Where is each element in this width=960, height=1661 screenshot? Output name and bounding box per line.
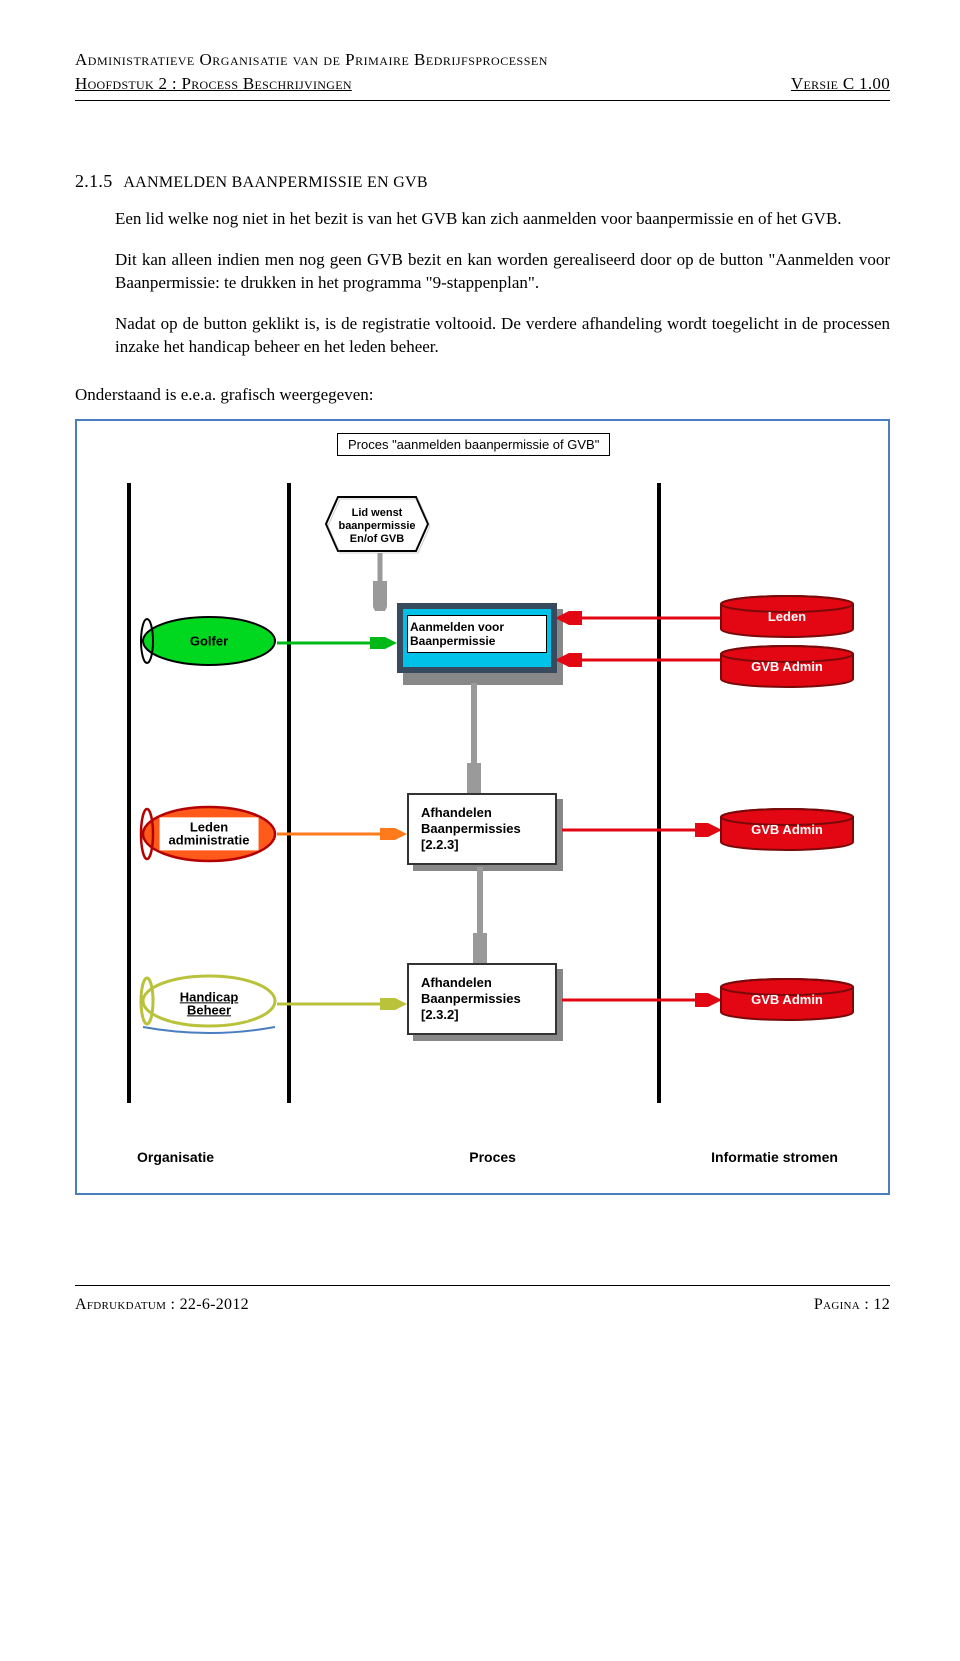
data-arrow [562,823,722,837]
db-gvb-admin: GVB Admin [717,645,857,689]
version-label: Versie C 1.00 [791,74,890,94]
swimlane-divider [657,483,661,1103]
chapter-label: Hoofdstuk 2 : Process Beschrijvingen [75,74,352,94]
db-label: Leden [717,609,857,624]
flow-arrow [277,998,407,1010]
page-footer: Afdrukdatum : 22-6-2012 Pagina : 12 [75,1285,890,1314]
proc-label-line: Baanpermissie [410,634,544,648]
actor-label-line: administratie [169,833,250,848]
doc-title: Administratieve Organisatie van de Prima… [75,50,890,70]
process-afhandelen-223: Afhandelen Baanpermissies [2.2.3] [407,793,557,866]
flow-arrow [277,637,397,649]
paragraph-3: Nadat op de button geklikt is, is de reg… [75,313,890,359]
col-label-organisatie: Organisatie [137,1149,214,1165]
flow-arrow [373,553,387,611]
hex-line: baanpermissie [322,520,432,533]
diagram-caption: Onderstaand is e.e.a. grafisch weergegev… [75,385,890,405]
data-arrow [557,611,727,625]
proc-label-line: Afhandelen [421,975,543,991]
swimlane-area: Lid wenst baanpermissie En/of GVB Golfer [97,483,868,1183]
db-leden: Leden [717,595,857,639]
actor-handicap-beheer: Handicap Beheer [139,973,279,1035]
db-label: GVB Admin [717,992,857,1007]
proc-label-line: Baanpermissies [421,991,543,1007]
section-number: 2.1.5 [75,171,113,192]
hex-line: En/of GVB [322,533,432,546]
section-heading: 2.1.5 aanmelden baanpermissie en gvb [75,171,890,192]
page-number: Pagina : 12 [814,1296,890,1314]
actor-label-line: Beheer [187,1003,231,1018]
proc-label-line: [2.3.2] [421,1007,543,1023]
flow-arrow [467,683,481,797]
proc-label-line: Baanpermissies [421,821,543,837]
data-arrow [557,653,727,667]
flow-arrow [473,867,487,967]
data-arrow [562,993,722,1007]
proc-label-line: Afhandelen [421,805,543,821]
swimlane-divider [127,483,131,1103]
db-label: GVB Admin [717,659,857,674]
diagram-footer-row: Organisatie Proces Informatie stromen [97,1149,868,1165]
paragraph-2: Dit kan alleen indien men nog geen GVB b… [75,249,890,295]
db-label: GVB Admin [717,822,857,837]
db-gvb-admin: GVB Admin [717,808,857,852]
db-gvb-admin: GVB Admin [717,978,857,1022]
col-label-proces: Proces [469,1149,516,1165]
flow-arrow [277,828,407,840]
actor-label: Golfer [139,633,279,648]
section-title: aanmelden baanpermissie en gvb [123,174,428,191]
hex-line: Lid wenst [322,507,432,520]
process-afhandelen-232: Afhandelen Baanpermissies [2.3.2] [407,963,557,1036]
swimlane-divider [287,483,291,1103]
paragraph-1: Een lid welke nog niet in het bezit is v… [75,208,890,231]
proc-label-line: [2.2.3] [421,837,543,853]
print-date: Afdrukdatum : 22-6-2012 [75,1296,249,1314]
actor-leden-admin: Leden administratie [139,803,279,865]
col-label-informatie: Informatie stromen [711,1149,838,1165]
proc-label-line: Aanmelden voor [410,620,544,634]
process-aanmelden: Aanmelden voor Baanpermissie [397,603,557,674]
actor-golfer: Golfer [139,613,279,669]
diagram-title: Proces "aanmelden baanpermissie of GVB" [337,433,610,456]
start-hexagon: Lid wenst baanpermissie En/of GVB [322,493,432,555]
process-diagram: Proces "aanmelden baanpermissie of GVB" … [75,419,890,1195]
